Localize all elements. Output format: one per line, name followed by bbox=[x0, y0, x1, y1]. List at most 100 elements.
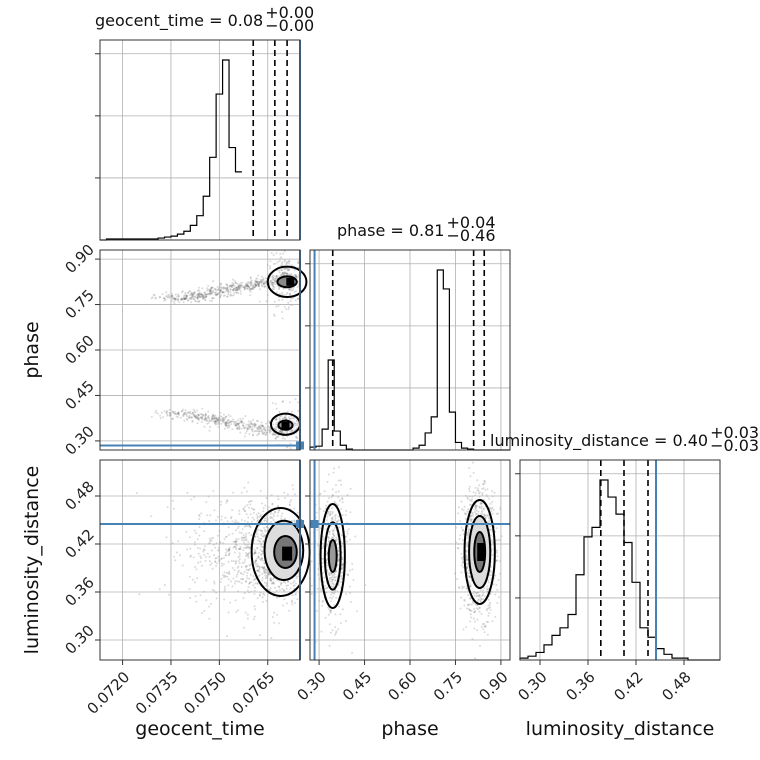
x-tick-label: 0.0735 bbox=[132, 668, 182, 718]
sample-point bbox=[248, 287, 251, 290]
sample-point bbox=[476, 629, 478, 632]
sample-point bbox=[229, 294, 232, 297]
sample-point bbox=[328, 540, 331, 543]
sample-point bbox=[290, 417, 293, 420]
sample-point bbox=[325, 504, 327, 507]
sample-point bbox=[326, 571, 329, 574]
sample-point bbox=[269, 512, 272, 515]
sample-point bbox=[236, 566, 239, 569]
sample-point bbox=[256, 533, 259, 536]
sample-point bbox=[341, 497, 344, 500]
x-tick-label: 0.30 bbox=[293, 668, 329, 704]
sample-point bbox=[256, 583, 259, 585]
sample-point bbox=[349, 511, 352, 514]
sample-point bbox=[296, 424, 298, 427]
sample-point bbox=[231, 520, 234, 523]
sample-point bbox=[238, 509, 241, 512]
sample-point bbox=[275, 305, 278, 308]
sample-point bbox=[294, 275, 297, 278]
sample-point bbox=[479, 491, 481, 494]
sample-point bbox=[165, 411, 168, 414]
sample-point bbox=[264, 568, 267, 571]
sample-point bbox=[326, 515, 329, 518]
sample-point bbox=[283, 260, 286, 263]
sample-point bbox=[486, 588, 489, 591]
sample-point bbox=[230, 560, 233, 562]
sample-point bbox=[297, 297, 300, 300]
sample-point bbox=[261, 577, 264, 579]
sample-point bbox=[216, 418, 219, 421]
sample-point bbox=[272, 581, 275, 583]
sample-point bbox=[259, 426, 262, 429]
sample-point bbox=[173, 555, 176, 558]
sample-point bbox=[180, 410, 183, 413]
sample-point bbox=[294, 274, 297, 277]
sample-point bbox=[264, 433, 267, 436]
sample-point bbox=[496, 549, 498, 552]
sample-point bbox=[206, 420, 209, 422]
sample-point bbox=[470, 616, 473, 619]
sample-point bbox=[202, 550, 205, 553]
sample-point bbox=[204, 299, 207, 302]
x-tick-label: 0.90 bbox=[475, 668, 511, 704]
sample-point bbox=[348, 538, 351, 541]
sample-point bbox=[236, 288, 239, 291]
sample-point bbox=[246, 589, 249, 592]
sample-point bbox=[331, 512, 334, 515]
sample-point bbox=[234, 422, 237, 425]
sample-point bbox=[209, 289, 212, 292]
sample-point bbox=[232, 294, 235, 296]
sample-point bbox=[254, 586, 256, 589]
sample-point bbox=[189, 555, 192, 558]
sample-point bbox=[202, 296, 205, 298]
sample-point bbox=[336, 520, 339, 523]
sample-point bbox=[204, 414, 207, 417]
sample-point bbox=[213, 582, 216, 585]
sample-point bbox=[233, 291, 236, 294]
sample-point bbox=[245, 546, 248, 549]
sample-point bbox=[174, 299, 177, 302]
sample-point bbox=[265, 497, 268, 499]
sample-point bbox=[277, 305, 280, 307]
sample-point bbox=[174, 298, 177, 301]
sample-point bbox=[199, 560, 202, 563]
sample-point bbox=[250, 420, 253, 423]
sample-point bbox=[207, 414, 210, 417]
sample-point bbox=[271, 281, 274, 284]
sample-point bbox=[260, 558, 263, 560]
sample-point bbox=[272, 288, 275, 291]
sample-point bbox=[249, 280, 252, 283]
sample-point bbox=[466, 510, 469, 513]
sample-point bbox=[255, 280, 258, 283]
sample-point bbox=[469, 584, 472, 587]
sample-point bbox=[467, 525, 470, 528]
sample-point bbox=[340, 563, 343, 566]
sample-point bbox=[209, 290, 211, 292]
sample-point bbox=[338, 605, 341, 608]
sample-point bbox=[483, 586, 486, 589]
sample-point bbox=[252, 286, 255, 289]
sample-point bbox=[227, 419, 230, 422]
sample-point bbox=[265, 584, 268, 587]
sample-point bbox=[261, 557, 264, 560]
sample-point bbox=[229, 415, 232, 418]
sample-point bbox=[196, 295, 199, 298]
sample-point bbox=[205, 295, 208, 298]
sample-point bbox=[483, 622, 485, 625]
sample-point bbox=[292, 420, 295, 423]
sample-point bbox=[347, 573, 350, 576]
sample-point bbox=[249, 573, 252, 576]
sample-point bbox=[282, 287, 285, 290]
sample-point bbox=[283, 272, 286, 275]
sample-point bbox=[196, 577, 199, 580]
sample-point bbox=[475, 505, 478, 507]
sample-point bbox=[171, 295, 174, 298]
sample-point bbox=[337, 504, 339, 507]
histogram-frame-phase bbox=[309, 249, 511, 451]
sample-point bbox=[198, 300, 201, 303]
sample-point bbox=[477, 513, 480, 516]
sample-point bbox=[297, 422, 300, 425]
sample-point bbox=[282, 604, 284, 607]
sample-point bbox=[209, 602, 212, 605]
sample-point bbox=[269, 587, 272, 590]
